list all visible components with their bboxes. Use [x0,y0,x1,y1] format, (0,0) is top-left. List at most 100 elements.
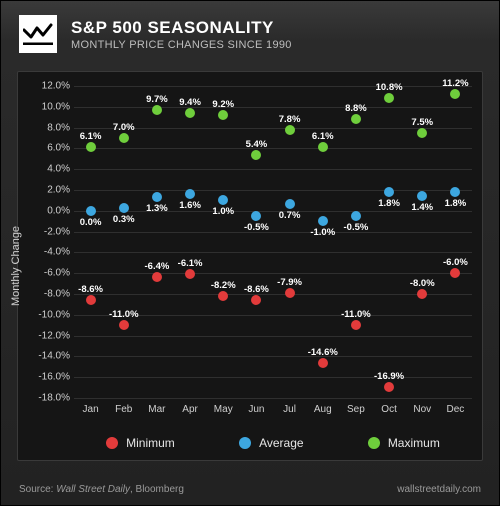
grid-line [74,294,472,295]
data-label: -6.1% [178,258,203,269]
data-point [86,206,96,216]
data-label: 6.1% [312,131,334,142]
y-tick-label: -16.0% [38,372,70,383]
data-label: 1.3% [146,203,168,214]
chart-card: S&P 500 SEASONALITY MONTHLY PRICE CHANGE… [0,0,500,506]
data-point [285,199,295,209]
data-label: 5.4% [246,139,268,150]
legend-swatch [368,437,380,449]
source-text: Source: Wall Street Daily, Bloomberg [19,484,184,495]
data-label: 0.7% [279,210,301,221]
y-tick-label: -4.0% [44,247,70,258]
data-point [86,295,96,305]
y-tick-label: -10.0% [38,309,70,320]
x-tick-label: Dec [447,404,465,415]
data-point [285,288,295,298]
data-point [351,211,361,221]
x-tick-label: Apr [182,404,198,415]
data-label: 9.4% [179,97,201,108]
grid-line [74,190,472,191]
data-point [417,128,427,138]
x-tick-label: Jan [83,404,99,415]
x-tick-label: Nov [413,404,431,415]
legend-item: Minimum [106,436,175,450]
y-tick-label: -6.0% [44,268,70,279]
grid-line [74,148,472,149]
x-tick-label: May [214,404,233,415]
card-footer: Source: Wall Street Daily, Bloomberg wal… [19,484,481,495]
legend-swatch [106,437,118,449]
data-point [384,187,394,197]
grid-line [74,232,472,233]
legend-item: Average [239,436,303,450]
data-label: 0.3% [113,214,135,225]
grid-line [74,107,472,108]
y-axis-label: Monthly Change [10,226,22,306]
data-point [285,125,295,135]
data-label: -16.9% [374,371,404,382]
data-point [119,203,129,213]
data-label: -8.6% [244,284,269,295]
y-tick-label: -18.0% [38,393,70,404]
grid-line [74,169,472,170]
data-label: 7.8% [279,114,301,125]
data-point [86,142,96,152]
data-point [318,216,328,226]
y-tick-label: 8.0% [47,122,70,133]
data-point [185,269,195,279]
y-tick-label: -12.0% [38,330,70,341]
x-tick-label: Feb [115,404,132,415]
data-point [251,150,261,160]
legend-item: Maximum [368,436,440,450]
y-tick-label: 10.0% [42,101,70,112]
data-label: -8.6% [78,284,103,295]
card-subtitle: MONTHLY PRICE CHANGES SINCE 1990 [71,39,292,51]
data-point [119,133,129,143]
y-tick-label: -8.0% [44,289,70,300]
data-label: -11.0% [341,309,371,320]
data-label: -0.5% [343,222,368,233]
data-point [218,291,228,301]
data-label: -0.5% [244,222,269,233]
data-point [185,189,195,199]
grid-line [74,273,472,274]
grid-line [74,252,472,253]
data-point [351,114,361,124]
data-point [318,358,328,368]
data-point [218,110,228,120]
data-label: -7.9% [277,277,302,288]
card-title: S&P 500 SEASONALITY [71,18,292,38]
data-label: -8.2% [211,280,236,291]
data-point [351,320,361,330]
data-label: 6.1% [80,131,102,142]
x-tick-label: Sep [347,404,365,415]
y-tick-label: -14.0% [38,351,70,362]
data-label: 0.0% [80,217,102,228]
grid-line [74,336,472,337]
data-point [450,89,460,99]
data-point [417,289,427,299]
data-point [152,192,162,202]
data-label: 10.8% [376,82,403,93]
data-label: 7.5% [411,117,433,128]
data-label: -1.0% [310,227,335,238]
y-tick-label: -2.0% [44,226,70,237]
x-tick-label: Mar [148,404,165,415]
data-point [384,93,394,103]
data-point [185,108,195,118]
grid-line [74,86,472,87]
data-point [152,105,162,115]
site-link: wallstreetdaily.com [397,484,481,495]
data-point [450,268,460,278]
data-point [318,142,328,152]
data-label: 9.2% [212,99,234,110]
data-point [450,187,460,197]
data-label: 1.8% [445,198,467,209]
y-tick-label: 4.0% [47,164,70,175]
grid-line [74,377,472,378]
data-label: 11.2% [442,78,468,89]
card-header: S&P 500 SEASONALITY MONTHLY PRICE CHANGE… [1,1,499,63]
x-tick-label: Aug [314,404,332,415]
data-label: -6.0% [443,257,468,268]
data-point [152,272,162,282]
